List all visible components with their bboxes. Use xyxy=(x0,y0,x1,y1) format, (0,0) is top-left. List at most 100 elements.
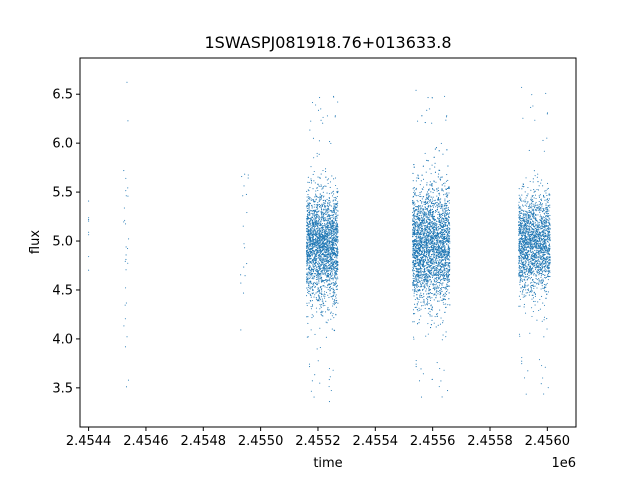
data-point xyxy=(436,240,438,242)
data-point xyxy=(423,235,425,237)
data-point xyxy=(308,292,310,294)
data-point xyxy=(322,281,324,283)
data-point xyxy=(415,205,417,207)
data-point xyxy=(428,308,430,310)
data-point xyxy=(429,220,431,222)
data-point xyxy=(436,206,439,208)
data-point xyxy=(308,250,311,252)
data-point xyxy=(320,256,322,258)
data-point xyxy=(307,268,309,270)
data-point xyxy=(335,213,337,215)
data-point xyxy=(323,271,326,273)
data-point xyxy=(448,253,450,255)
data-point xyxy=(243,266,245,268)
data-point xyxy=(330,296,332,298)
data-point xyxy=(420,301,422,303)
data-point xyxy=(308,220,310,222)
data-point xyxy=(412,252,414,254)
data-point xyxy=(310,232,312,235)
data-point xyxy=(331,241,333,243)
data-point xyxy=(313,266,315,268)
data-point xyxy=(325,311,327,313)
data-point xyxy=(336,220,338,222)
data-point xyxy=(328,196,330,199)
data-point xyxy=(417,222,419,224)
data-point xyxy=(432,259,434,261)
data-point xyxy=(331,295,334,297)
data-point xyxy=(314,196,316,198)
data-point xyxy=(330,311,332,313)
data-point xyxy=(322,169,324,172)
data-point xyxy=(318,296,320,299)
data-point xyxy=(420,180,422,182)
data-point xyxy=(439,194,441,196)
data-point xyxy=(244,173,246,175)
data-point xyxy=(317,207,319,209)
data-point xyxy=(319,268,321,271)
data-point xyxy=(431,264,433,267)
data-point xyxy=(308,223,310,225)
data-point xyxy=(428,252,430,254)
data-point xyxy=(326,270,328,273)
data-point xyxy=(434,268,436,270)
data-point xyxy=(330,205,332,207)
data-point xyxy=(309,129,311,131)
data-point xyxy=(307,275,309,277)
data-point xyxy=(449,228,451,230)
data-point xyxy=(426,302,428,304)
data-point xyxy=(444,286,446,288)
data-point xyxy=(425,273,427,275)
data-point xyxy=(418,240,420,242)
data-point xyxy=(309,275,311,277)
data-point xyxy=(330,275,332,277)
data-point xyxy=(332,248,335,250)
data-point xyxy=(320,228,322,230)
data-point xyxy=(333,197,335,199)
data-point xyxy=(439,268,441,270)
data-point xyxy=(439,242,441,244)
data-point xyxy=(419,215,421,217)
data-point xyxy=(314,374,316,376)
data-point xyxy=(417,195,419,197)
data-point xyxy=(444,209,446,211)
data-point xyxy=(326,246,328,248)
data-point xyxy=(325,210,327,212)
data-point xyxy=(310,219,312,221)
data-point xyxy=(446,212,449,214)
data-point xyxy=(125,195,127,197)
data-point xyxy=(308,272,310,274)
data-point xyxy=(439,250,441,253)
data-point xyxy=(331,223,333,225)
data-point xyxy=(327,308,329,310)
data-point xyxy=(333,249,335,251)
data-point xyxy=(306,250,308,252)
data-point xyxy=(311,207,313,209)
data-point xyxy=(317,196,319,198)
data-point xyxy=(331,252,333,254)
data-point xyxy=(330,142,332,144)
data-point xyxy=(335,301,337,303)
data-point xyxy=(319,256,321,258)
data-point xyxy=(327,224,329,227)
data-point xyxy=(314,220,317,222)
data-point xyxy=(432,242,434,245)
data-point xyxy=(417,212,420,214)
data-point xyxy=(334,203,336,205)
data-point xyxy=(334,116,336,118)
data-point xyxy=(307,234,309,236)
data-point xyxy=(327,227,329,229)
data-point xyxy=(443,272,445,274)
data-point xyxy=(318,200,320,202)
data-point xyxy=(313,246,315,248)
data-point xyxy=(311,304,314,306)
data-point xyxy=(447,289,449,291)
data-point xyxy=(311,242,313,244)
data-point xyxy=(333,225,335,227)
data-point xyxy=(336,236,339,238)
data-point xyxy=(307,284,310,286)
data-point xyxy=(324,304,326,306)
data-point xyxy=(333,277,335,279)
data-point xyxy=(314,333,316,335)
data-point xyxy=(331,212,333,214)
data-point xyxy=(332,231,335,233)
